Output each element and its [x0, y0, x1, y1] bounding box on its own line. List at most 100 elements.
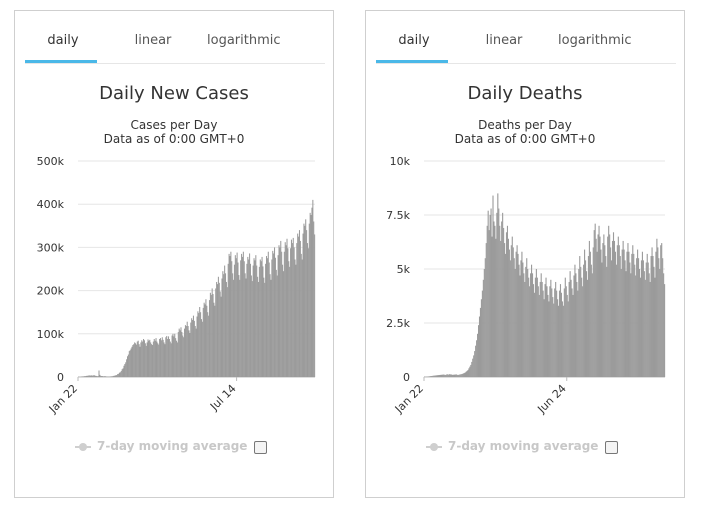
bar[interactable]	[580, 266, 582, 377]
bar[interactable]	[141, 340, 143, 377]
bar[interactable]	[209, 292, 211, 377]
bar[interactable]	[140, 342, 142, 377]
bar[interactable]	[661, 243, 663, 377]
bar[interactable]	[199, 307, 201, 377]
bar[interactable]	[227, 263, 229, 377]
bar[interactable]	[443, 374, 445, 377]
bar[interactable]	[304, 225, 306, 377]
bar[interactable]	[535, 269, 537, 377]
bar[interactable]	[309, 212, 311, 377]
bar[interactable]	[486, 225, 488, 377]
bar[interactable]	[257, 281, 260, 377]
bar[interactable]	[305, 219, 307, 377]
bar[interactable]	[490, 208, 492, 377]
bar[interactable]	[508, 249, 510, 377]
bar[interactable]	[501, 221, 503, 377]
bar[interactable]	[475, 345, 477, 377]
bar[interactable]	[483, 269, 485, 377]
bar[interactable]	[233, 264, 235, 377]
bar[interactable]	[176, 340, 178, 377]
bar[interactable]	[570, 279, 572, 377]
bar[interactable]	[540, 273, 542, 377]
bar[interactable]	[129, 350, 131, 377]
bar[interactable]	[458, 374, 460, 377]
bar[interactable]	[241, 253, 243, 377]
bar[interactable]	[191, 318, 193, 377]
bar[interactable]	[288, 261, 290, 377]
bar[interactable]	[588, 240, 590, 377]
bar[interactable]	[270, 279, 272, 377]
bar[interactable]	[528, 277, 530, 377]
bar[interactable]	[431, 375, 433, 377]
bar[interactable]	[469, 366, 471, 377]
bar[interactable]	[657, 247, 659, 377]
bar[interactable]	[289, 266, 291, 377]
bar[interactable]	[296, 243, 298, 377]
bar[interactable]	[267, 251, 269, 377]
bar[interactable]	[301, 259, 303, 377]
bar[interactable]	[635, 275, 637, 377]
bar[interactable]	[516, 245, 518, 377]
bar[interactable]	[555, 281, 557, 377]
bar[interactable]	[207, 312, 209, 377]
bar[interactable]	[85, 376, 87, 377]
bar[interactable]	[118, 372, 121, 377]
bar[interactable]	[282, 271, 284, 377]
bar[interactable]	[158, 344, 160, 377]
bar[interactable]	[644, 279, 646, 377]
bar[interactable]	[568, 281, 570, 377]
bar[interactable]	[597, 234, 599, 377]
bar[interactable]	[651, 247, 653, 377]
moving-average-checkbox[interactable]	[254, 441, 267, 454]
bar[interactable]	[565, 286, 567, 377]
bar[interactable]	[212, 294, 214, 377]
bar[interactable]	[488, 230, 490, 377]
bar[interactable]	[457, 374, 459, 377]
bar[interactable]	[174, 333, 176, 377]
bar[interactable]	[599, 236, 601, 377]
bar[interactable]	[539, 281, 541, 377]
bar[interactable]	[432, 375, 434, 377]
bar[interactable]	[233, 279, 235, 377]
bar[interactable]	[307, 248, 309, 377]
bar[interactable]	[613, 240, 616, 377]
bar[interactable]	[287, 248, 289, 377]
bar[interactable]	[519, 275, 521, 377]
bar[interactable]	[499, 225, 501, 377]
bar[interactable]	[462, 373, 464, 377]
bar[interactable]	[189, 332, 191, 377]
bar[interactable]	[310, 215, 312, 377]
bar[interactable]	[478, 316, 481, 377]
bar[interactable]	[236, 252, 238, 377]
bar[interactable]	[162, 339, 164, 377]
bar[interactable]	[118, 373, 120, 377]
bar[interactable]	[655, 251, 657, 377]
bar[interactable]	[273, 253, 275, 377]
bar[interactable]	[295, 264, 297, 377]
bar[interactable]	[572, 294, 574, 377]
bar[interactable]	[138, 344, 140, 377]
bar[interactable]	[151, 344, 153, 377]
bar[interactable]	[582, 286, 584, 377]
bar[interactable]	[303, 223, 305, 377]
bar[interactable]	[308, 223, 310, 377]
bar[interactable]	[132, 345, 134, 377]
bar[interactable]	[448, 374, 450, 377]
bar[interactable]	[524, 281, 526, 377]
bar[interactable]	[94, 375, 96, 377]
bar[interactable]	[609, 234, 611, 377]
bar[interactable]	[243, 261, 245, 377]
bar[interactable]	[159, 338, 162, 377]
bar[interactable]	[220, 296, 222, 377]
bar[interactable]	[482, 279, 484, 377]
bar[interactable]	[297, 233, 299, 377]
bar[interactable]	[553, 303, 555, 377]
bar[interactable]	[571, 288, 573, 377]
bar[interactable]	[180, 327, 182, 377]
bar[interactable]	[472, 358, 474, 377]
bar[interactable]	[589, 251, 591, 377]
bar[interactable]	[224, 265, 226, 377]
bar[interactable]	[449, 374, 451, 377]
bar[interactable]	[629, 262, 631, 377]
bar[interactable]	[185, 326, 187, 377]
